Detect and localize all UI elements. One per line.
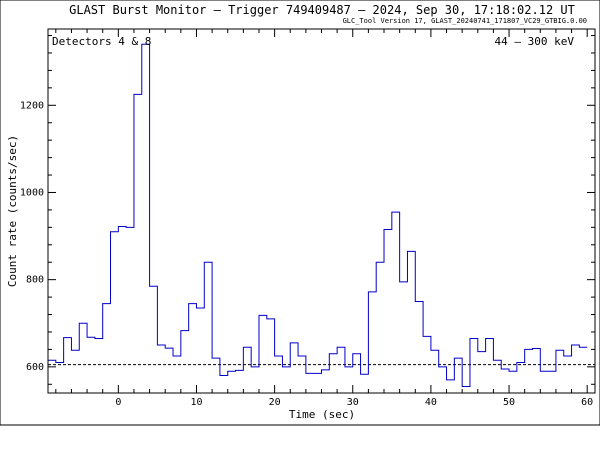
y-tick-label: 1200 xyxy=(20,100,44,111)
chart-title: GLAST Burst Monitor – Trigger 749409487 … xyxy=(69,3,575,17)
x-axis-label: Time (sec) xyxy=(289,408,355,421)
y-tick-label: 1000 xyxy=(20,187,44,198)
x-tick-label: 10 xyxy=(190,397,202,408)
chart-subtitle: GLC_Tool Version 17, GLAST_20240741_1718… xyxy=(343,17,587,25)
x-tick-label: 20 xyxy=(269,397,281,408)
plot-frame xyxy=(47,28,596,394)
energy-annotation: 44 – 300 keV xyxy=(495,35,575,48)
detector-annotation: Detectors 4 & 8 xyxy=(52,35,151,48)
light-curve-series-0 xyxy=(48,43,588,387)
plot-area: 0 10 20 30 40 50 60 600 800 1000 1200 xyxy=(20,29,595,408)
chart-border xyxy=(0,0,600,426)
y-tick-label: 800 xyxy=(26,275,44,286)
x-tick-label: 0 xyxy=(115,397,121,408)
x-tick-label: 60 xyxy=(581,397,593,408)
x-tick-label: 50 xyxy=(503,397,515,408)
y-tick-label: 600 xyxy=(26,362,44,373)
y-axis-label: Count rate (counts/sec) xyxy=(6,135,19,287)
x-tick-label: 30 xyxy=(347,397,359,408)
x-tick-label: 40 xyxy=(425,397,437,408)
